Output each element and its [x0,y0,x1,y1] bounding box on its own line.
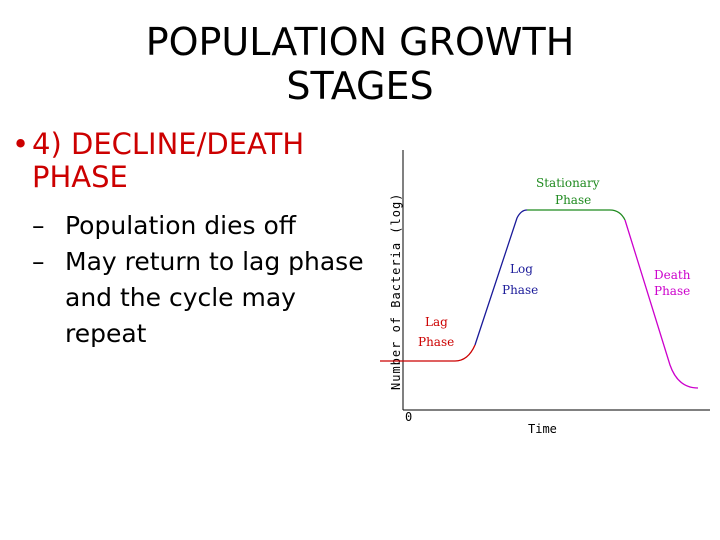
death-phase-label-line-2: Phase [654,284,690,298]
title-line-1: POPULATION GROWTH [145,20,575,64]
main-bullet: • 4) DECLINE/DEATH PHASE [12,128,392,194]
lag-phase-label-line-1: Lag [425,315,448,329]
sub-bullet-text: Population dies off [65,211,296,240]
bullet-marker: • [12,127,30,161]
sub-bullet-marker: – [32,211,45,240]
stationary-phase-label-line-2: Phase [555,193,591,207]
bullet-text-line-1: 4) DECLINE/DEATH [32,127,305,161]
death-phase-label-line-1: Death [654,268,691,282]
log-phase-label-line-1: Log [510,262,533,276]
log-phase-label-line-2: Phase [502,283,538,297]
sub-bullet-dies-off: – Population dies off [32,208,392,244]
y-axis-label: Number of Bacteria (log) [389,193,403,390]
sub-bullet-text-line-3: repeat [65,319,147,348]
slide-title: POPULATION GROWTH STAGES [60,20,660,108]
stationary-phase-label-line-1: Stationary [536,176,600,190]
title-line-2: STAGES [286,64,434,108]
bullet-block: • 4) DECLINE/DEATH PHASE – Population di… [12,128,392,352]
origin-label: 0 [405,410,412,424]
sub-bullet-marker: – [32,247,45,276]
x-axis-label: Time [528,422,557,436]
stationary-phase-curve [527,209,626,221]
lag-phase-curve [380,344,476,362]
log-phase-curve [474,209,528,346]
sub-bullet-list: – Population dies off – May return to la… [12,208,392,352]
death-phase-curve [624,219,699,389]
lag-phase-label-line-2: Phase [418,335,454,349]
bullet-text-line-2: PHASE [32,160,128,194]
growth-curve-diagram: Number of Bacteria (log) 0 Time Lag Phas… [380,150,710,436]
sub-bullet-text-line-1: May return to lag phase [65,247,364,276]
sub-bullet-return-lag: – May return to lag phase and the cycle … [32,244,392,352]
sub-bullet-text-line-2: and the cycle may [65,283,296,312]
